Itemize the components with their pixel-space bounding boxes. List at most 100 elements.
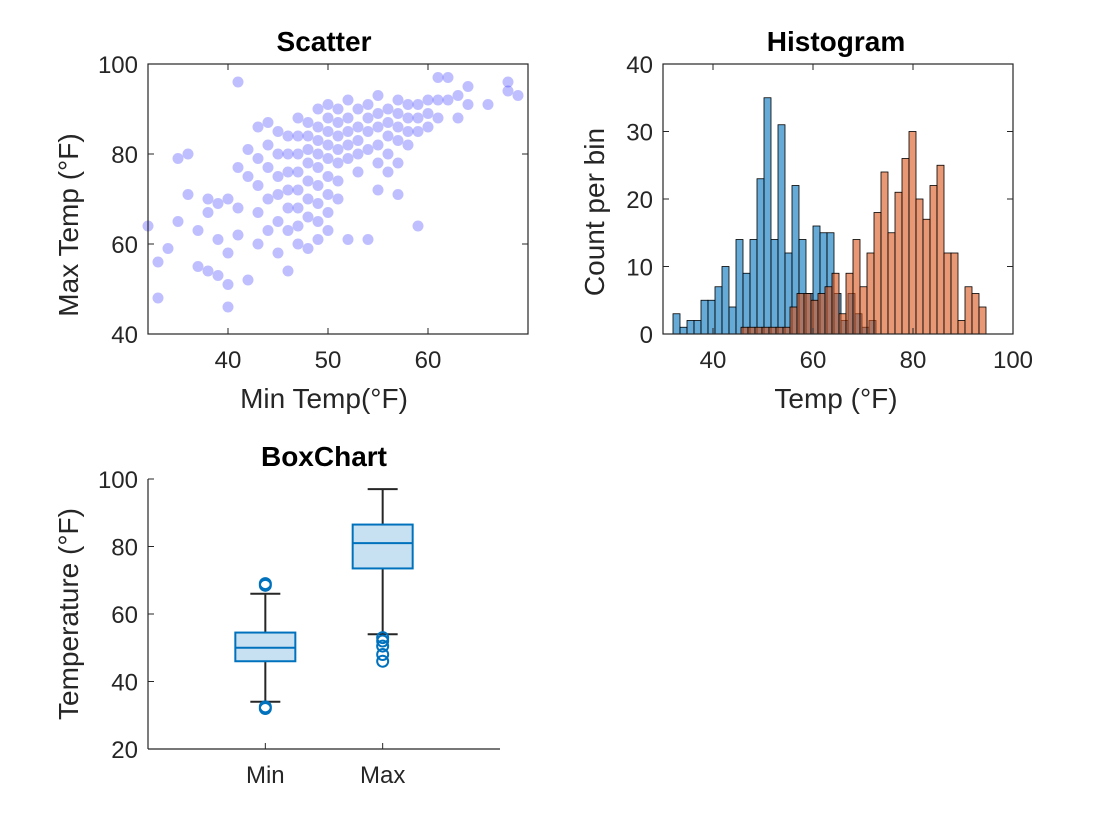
scatter-point xyxy=(402,139,414,151)
boxchart-ytick-label: 80 xyxy=(111,535,138,562)
boxchart-marks xyxy=(234,488,414,715)
scatter-point xyxy=(382,166,394,178)
scatter-point xyxy=(272,148,284,160)
scatter-point xyxy=(252,238,264,250)
histogram-bar-series-2 xyxy=(852,239,861,335)
scatter-point xyxy=(452,112,464,124)
scatter-xlabel: Min Temp(°F) xyxy=(240,383,408,414)
scatter-point xyxy=(312,162,324,173)
histogram-bar-series-1 xyxy=(700,299,709,335)
scatter-point xyxy=(182,148,194,160)
scatter-point xyxy=(242,274,254,286)
scatter-point xyxy=(302,211,314,223)
histogram-bar-series-2 xyxy=(768,326,777,335)
scatter-point xyxy=(462,99,474,110)
scatter-point xyxy=(442,94,454,106)
scatter-point xyxy=(342,112,354,124)
histogram-bar-series-1 xyxy=(735,239,744,335)
scatter-title: Scatter xyxy=(277,26,372,57)
scatter-point xyxy=(422,108,434,119)
scatter-point xyxy=(332,103,344,115)
scatter-point xyxy=(222,279,234,290)
boxchart-ytick-label: 60 xyxy=(111,602,138,629)
boxchart-axes: Min Max 20 40 60 80 100 BoxChart Temperature (… xyxy=(53,441,500,789)
scatter-point xyxy=(422,121,434,133)
scatter-point xyxy=(352,121,364,133)
histogram-ticks: 40 60 80 100 0 10 20 30 40 xyxy=(626,52,1033,374)
histogram-bar-series-2 xyxy=(978,306,987,335)
scatter-point xyxy=(372,90,384,101)
histogram-bar-series-2 xyxy=(915,198,924,335)
box-outlier xyxy=(258,702,272,715)
scatter-point xyxy=(502,76,514,88)
scatter-point xyxy=(302,157,314,169)
scatter-point xyxy=(512,90,524,101)
scatter-point xyxy=(292,112,304,124)
boxchart-ytick-label: 20 xyxy=(111,737,138,764)
histogram-bar-series-2 xyxy=(922,218,931,335)
scatter-point xyxy=(272,189,284,200)
scatter-point xyxy=(302,243,314,254)
scatter-point xyxy=(332,117,344,128)
scatter-point xyxy=(262,117,274,128)
histogram-bar-series-2 xyxy=(859,286,868,335)
scatter-point xyxy=(502,85,514,97)
histogram-bar-series-1 xyxy=(672,313,681,335)
scatter-point xyxy=(482,99,494,110)
scatter-point xyxy=(322,189,334,200)
scatter-point xyxy=(342,234,354,245)
boxchart-category-label: Min xyxy=(246,762,285,789)
scatter-point xyxy=(322,112,334,124)
histogram-bar-series-2 xyxy=(943,252,952,335)
scatter-xtick-label: 50 xyxy=(315,347,342,374)
histogram-bar-series-2 xyxy=(761,326,770,335)
scatter-point xyxy=(372,108,384,119)
scatter-point xyxy=(202,193,214,205)
histogram-bar-series-2 xyxy=(817,293,826,335)
scatter-point xyxy=(362,112,374,124)
scatter-ticks: 40 50 60 40 60 80 100 xyxy=(98,52,528,374)
box-iqr xyxy=(351,523,414,570)
scatter-point xyxy=(362,144,374,155)
histogram-bar-series-1 xyxy=(749,239,758,335)
histogram-xtick-label: 100 xyxy=(993,347,1033,374)
scatter-point xyxy=(352,135,364,146)
histogram-bar-series-2 xyxy=(929,185,938,335)
box-outlier xyxy=(376,634,390,648)
scatter-point xyxy=(292,202,304,214)
histogram-bar-series-2 xyxy=(901,158,910,335)
scatter-point xyxy=(312,180,324,191)
scatter-point xyxy=(302,144,314,155)
scatter-point xyxy=(312,148,324,160)
scatter-point xyxy=(322,139,334,151)
histogram-bar-series-1 xyxy=(693,320,702,335)
scatter-point xyxy=(342,153,354,164)
histogram-ytick-label: 20 xyxy=(626,187,653,214)
histogram-bar-series-2 xyxy=(957,320,966,335)
histogram-bar-series-2 xyxy=(950,252,959,335)
histogram-bar-series-1 xyxy=(777,124,786,335)
histogram-bars xyxy=(672,97,987,335)
scatter-point xyxy=(282,184,294,196)
scatter-point xyxy=(202,265,214,277)
scatter-point xyxy=(282,265,294,277)
scatter-point xyxy=(262,139,274,151)
scatter-point xyxy=(162,243,174,254)
scatter-point xyxy=(212,234,224,245)
scatter-point xyxy=(442,72,454,83)
scatter-point xyxy=(232,76,244,88)
histogram-bar-series-1 xyxy=(714,286,723,335)
histogram-title: Histogram xyxy=(767,26,905,57)
scatter-points xyxy=(142,72,524,313)
scatter-point xyxy=(392,157,404,169)
scatter-point xyxy=(192,225,204,236)
histogram-bar-series-2 xyxy=(845,272,854,335)
histogram-bar-series-2 xyxy=(838,313,847,335)
scatter-point xyxy=(392,135,404,146)
scatter-point xyxy=(312,198,324,209)
histogram-bar-series-2 xyxy=(824,286,833,335)
scatter-point xyxy=(382,148,394,160)
box-outlier xyxy=(376,654,390,668)
scatter-point xyxy=(392,189,404,200)
